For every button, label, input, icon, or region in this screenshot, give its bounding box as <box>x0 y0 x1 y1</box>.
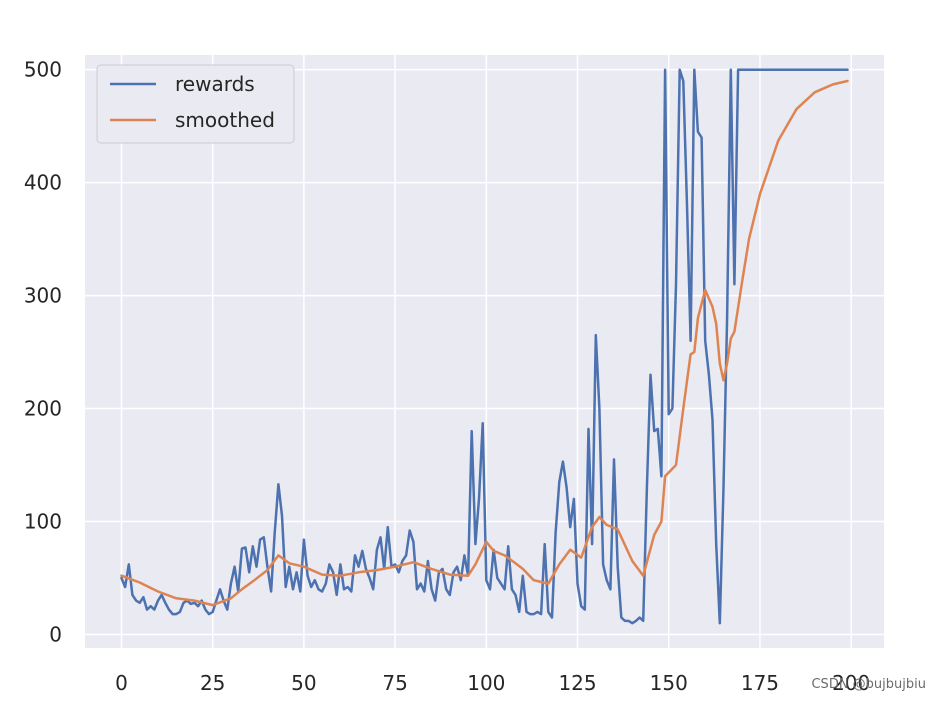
y-tick-label-500: 500 <box>24 58 62 82</box>
legend-label-smoothed: smoothed <box>175 108 275 132</box>
x-tick-label-125: 125 <box>558 671 596 695</box>
y-tick-label-300: 300 <box>24 284 62 308</box>
x-tick-label-100: 100 <box>467 671 505 695</box>
y-tick-label-400: 400 <box>24 171 62 195</box>
x-tick-label-150: 150 <box>650 671 688 695</box>
series-lines <box>120 68 849 625</box>
x-tick-label-0: 0 <box>115 671 128 695</box>
plot-area <box>85 55 884 648</box>
series-line-smoothed <box>120 79 849 607</box>
x-tick-label-75: 75 <box>382 671 407 695</box>
series-line-rewards <box>120 68 849 625</box>
x-tick-label-200: 200 <box>832 671 870 695</box>
y-axis-ticks: 0 100 200 300 400 500 <box>24 58 62 647</box>
y-tick-label-200: 200 <box>24 397 62 421</box>
legend: rewards smoothed <box>96 64 295 144</box>
grid-lines <box>85 55 884 648</box>
x-tick-label-25: 25 <box>200 671 225 695</box>
watermark-text: CSDN @bujbujbiu <box>811 677 926 692</box>
x-tick-label-50: 50 <box>291 671 316 695</box>
y-tick-label-0: 0 <box>49 622 62 646</box>
y-tick-label-100: 100 <box>24 509 62 533</box>
legend-label-rewards: rewards <box>175 72 255 96</box>
x-axis-ticks: 0 25 50 75 100 125 150 175 200 <box>115 671 870 695</box>
x-tick-label-175: 175 <box>741 671 779 695</box>
